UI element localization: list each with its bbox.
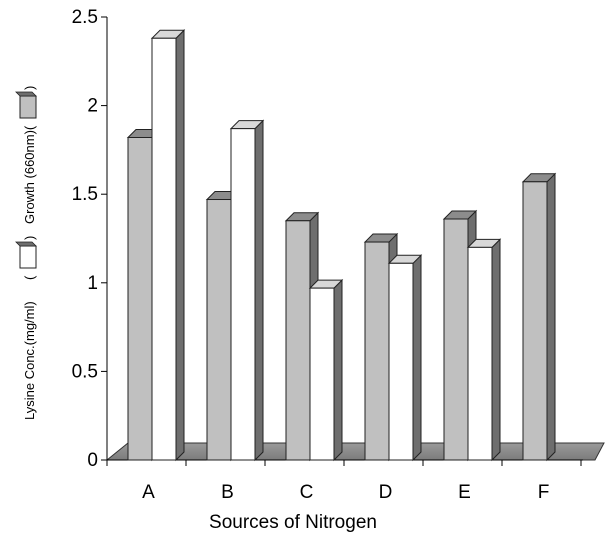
- bar-side-face: [491, 238, 501, 462]
- y-tick-label: 1: [87, 273, 98, 294]
- bar-c-lysine: [308, 278, 344, 462]
- x-tick-label: C: [300, 482, 314, 503]
- bar-side-face: [254, 119, 264, 462]
- bar-front-face: [467, 246, 493, 461]
- bar-front-face: [206, 199, 232, 461]
- x-tick-label: D: [379, 482, 393, 503]
- y-tick-label: 0: [87, 450, 98, 471]
- legend-swatch-lysine-side: [15, 241, 37, 247]
- bar-front-face: [151, 37, 177, 461]
- bar-side-face: [546, 172, 556, 462]
- bar-front-face: [285, 220, 311, 461]
- legend-swatch-lysine: [19, 245, 37, 269]
- bar-side-face: [412, 254, 422, 462]
- legend-paren-open: (: [22, 275, 37, 280]
- bar-front-face: [388, 262, 414, 461]
- bar-e-lysine: [466, 238, 502, 462]
- bar-d-lysine: [387, 254, 423, 462]
- bar-f-growth: [521, 172, 557, 462]
- bar-front-face: [364, 241, 390, 461]
- x-axis-title: Sources of Nitrogen: [209, 512, 377, 533]
- y-axis-title-lysine: Lysine Conc.(mg/ml): [22, 301, 37, 420]
- x-tick-label: A: [142, 482, 155, 503]
- x-tick-label: E: [458, 482, 471, 503]
- bar-front-face: [309, 287, 335, 461]
- y-tick-label: 1.5: [72, 184, 98, 205]
- bar-front-face: [522, 181, 548, 461]
- x-tick-label: F: [538, 482, 550, 503]
- x-tick-label: B: [221, 482, 234, 503]
- legend-swatch-growth-side: [15, 91, 37, 97]
- bar-b-lysine: [229, 119, 265, 462]
- bar-side-face: [175, 29, 185, 462]
- y-axis-title-growth: Growth (660nm)(: [22, 125, 37, 224]
- bar-side-face: [333, 278, 343, 462]
- bar-front-face: [443, 218, 469, 461]
- bar-front-face: [230, 128, 256, 461]
- y-tick-label: 2.5: [72, 7, 98, 28]
- legend-paren-close: ): [22, 236, 37, 240]
- y-tick-label: 2: [87, 96, 98, 117]
- legend-paren-close-growth: ): [22, 86, 37, 90]
- bar-a-lysine: [150, 29, 186, 462]
- legend-swatch-growth: [19, 95, 37, 119]
- y-axis-title: Lysine Conc.(mg/ml) () Growth (660nm)(): [15, 86, 37, 420]
- y-tick-label: 0.5: [72, 361, 98, 382]
- bar-front-face: [127, 136, 153, 461]
